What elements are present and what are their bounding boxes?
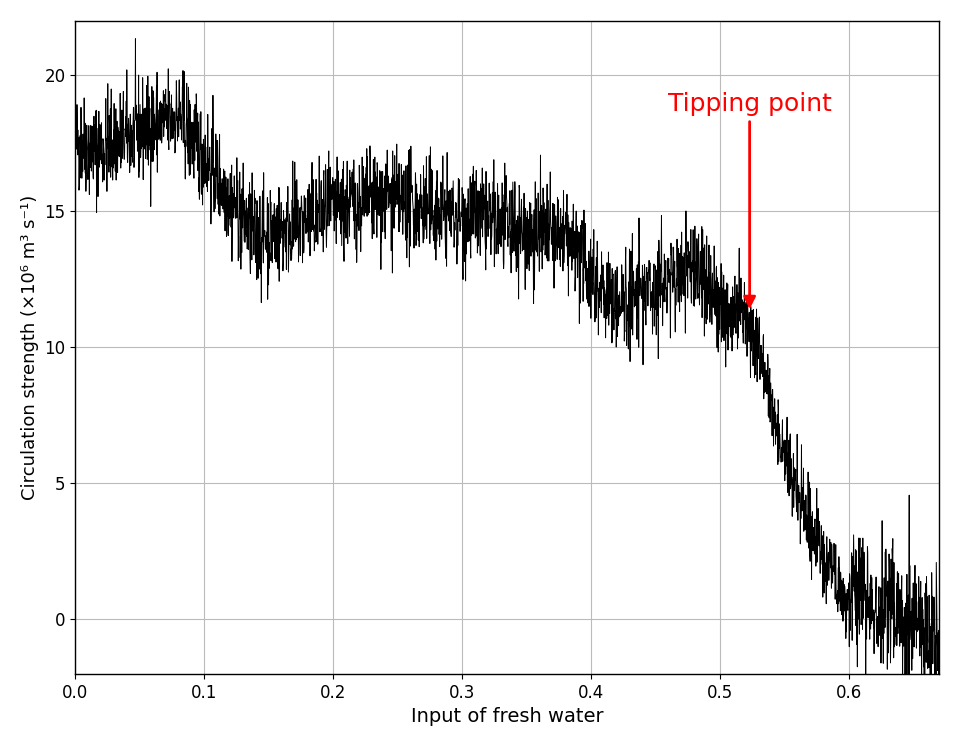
X-axis label: Input of fresh water: Input of fresh water — [411, 707, 604, 726]
Text: Tipping point: Tipping point — [668, 92, 831, 306]
Y-axis label: Circulation strength (×10⁶ m³ s⁻¹): Circulation strength (×10⁶ m³ s⁻¹) — [21, 195, 38, 500]
